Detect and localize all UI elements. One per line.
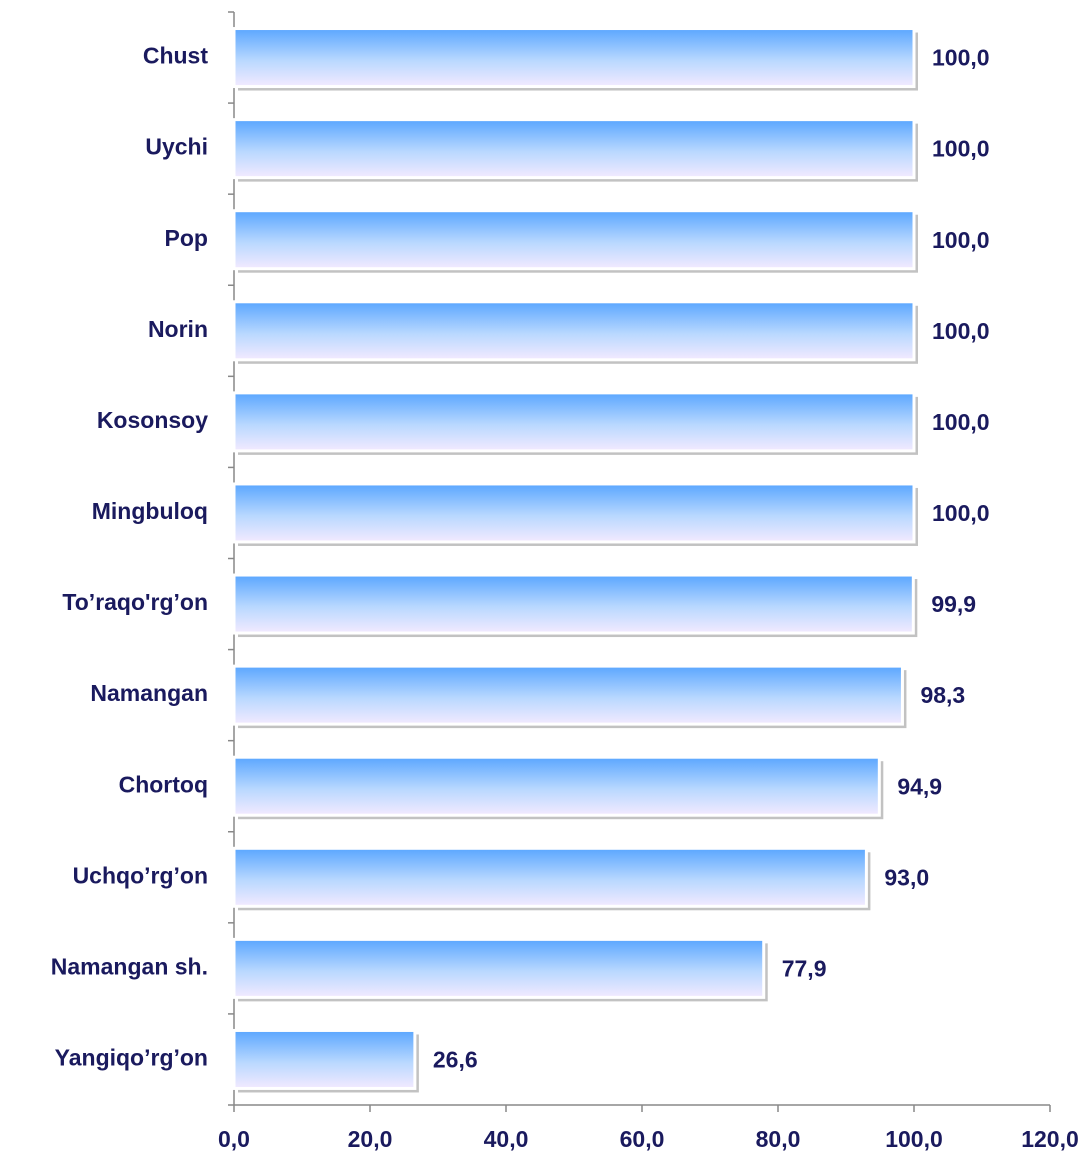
bar: [232, 118, 916, 180]
x-tick-label: 100,0: [885, 1126, 943, 1152]
y-tick-label: Uchqo’rg’on: [73, 862, 208, 888]
bar: [232, 482, 916, 544]
value-label: 100,0: [932, 136, 990, 162]
y-tick-label: To’raqo'rg’on: [62, 589, 208, 615]
bar: [232, 846, 868, 908]
bar: [232, 937, 766, 999]
value-label: 94,9: [897, 773, 942, 799]
bar: [232, 664, 904, 726]
bar: [232, 755, 881, 817]
bar: [232, 1028, 417, 1090]
y-tick-label: Chortoq: [119, 771, 208, 797]
bar: [232, 209, 916, 271]
bar: [232, 391, 916, 453]
bar: [232, 27, 916, 89]
x-tick-label: 80,0: [756, 1126, 801, 1152]
value-label: 100,0: [932, 45, 990, 71]
bar: [232, 300, 916, 362]
value-label: 100,0: [932, 227, 990, 253]
value-label: 93,0: [884, 864, 929, 890]
x-tick-label: 40,0: [484, 1126, 529, 1152]
y-tick-label: Chust: [143, 43, 209, 69]
value-label: 77,9: [782, 955, 827, 981]
y-tick-label: Namangan sh.: [51, 953, 208, 979]
y-tick-label: Mingbuloq: [92, 498, 208, 524]
y-tick-label: Uychi: [145, 134, 208, 160]
y-tick-label: Norin: [148, 316, 208, 342]
value-label: 99,9: [931, 591, 976, 617]
value-label: 100,0: [932, 318, 990, 344]
value-label: 26,6: [433, 1047, 478, 1073]
value-label: 100,0: [932, 500, 990, 526]
value-label: 100,0: [932, 409, 990, 435]
y-tick-label: Yangiqo’rg’on: [55, 1045, 208, 1071]
bar: [232, 573, 915, 635]
y-tick-label: Kosonsoy: [97, 407, 208, 433]
x-tick-label: 0,0: [218, 1126, 250, 1152]
x-tick-label: 20,0: [348, 1126, 393, 1152]
y-tick-label: Pop: [165, 225, 208, 251]
x-tick-label: 60,0: [620, 1126, 665, 1152]
x-tick-label: 120,0: [1021, 1126, 1079, 1152]
value-label: 98,3: [920, 682, 965, 708]
y-tick-label: Namangan: [90, 680, 208, 706]
